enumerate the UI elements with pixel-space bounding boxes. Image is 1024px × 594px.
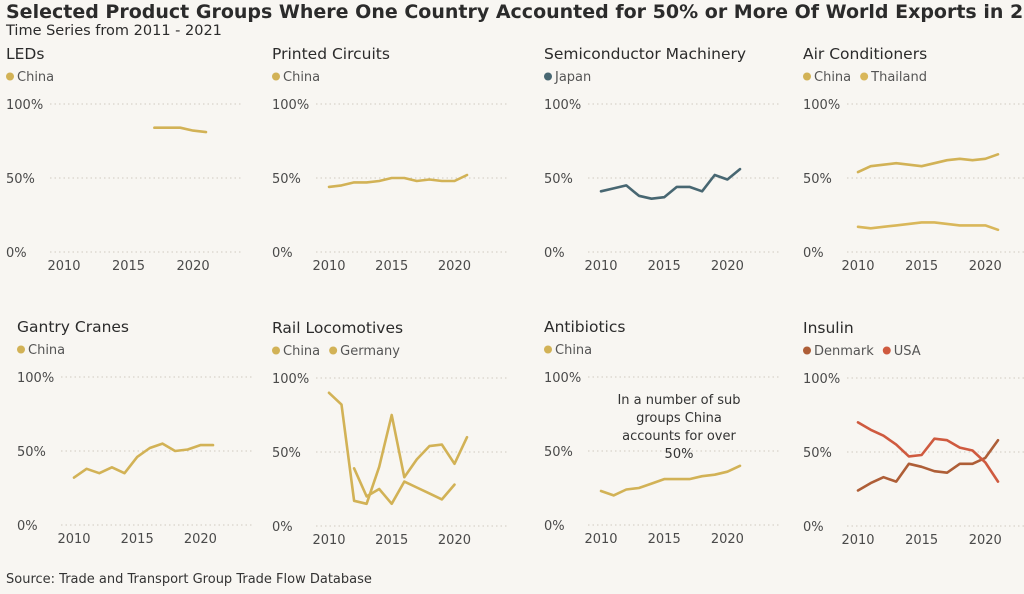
semiconductor-machinery-ytick-label: 0%: [544, 246, 565, 261]
semiconductor-machinery-ytick-label: 100%: [544, 98, 581, 113]
rail-locomotives-series-line-china: [327, 391, 469, 506]
antibiotics-annotation: accounts for over: [622, 429, 736, 444]
printed-circuits-ytick-label: 100%: [272, 98, 309, 113]
gantry-cranes-legend-swatch-china: [17, 345, 25, 354]
printed-circuits-xtick-label: 2020: [438, 259, 471, 274]
rail-locomotives-legend-label-germany: Germany: [340, 344, 400, 359]
air-conditioners-series-line-china: [856, 153, 1000, 174]
leds-ytick-label: 50%: [6, 172, 35, 187]
insulin-xtick-label: 2020: [969, 533, 1002, 548]
semiconductor-machinery-series-line-japan: [599, 167, 742, 200]
page-subtitle: Time Series from 2011 - 2021: [6, 23, 222, 39]
antibiotics-annotation: groups China: [636, 411, 722, 426]
leds-series-line-china: [153, 126, 208, 134]
printed-circuits-series-line-china: [327, 173, 469, 189]
insulin-title: Insulin: [803, 319, 854, 337]
semiconductor-machinery-title: Semiconductor Machinery: [544, 45, 746, 63]
insulin-series-line-usa: [856, 421, 1000, 483]
rail-locomotives-xtick-label: 2015: [375, 533, 408, 548]
rail-locomotives-ytick-label: 50%: [272, 446, 301, 461]
air-conditioners-legend-label-china: China: [814, 70, 851, 85]
insulin-legend-label-usa: USA: [894, 344, 921, 359]
printed-circuits-title: Printed Circuits: [272, 45, 390, 63]
air-conditioners-title: Air Conditioners: [803, 45, 927, 63]
insulin-ytick-label: 0%: [803, 520, 824, 535]
rail-locomotives-legend-swatch-china: [272, 346, 280, 355]
leds-xtick-label: 2015: [112, 259, 145, 274]
leds-ytick-label: 100%: [6, 98, 43, 113]
antibiotics-legend-swatch-china: [544, 345, 552, 354]
rail-locomotives-xtick-label: 2020: [438, 533, 471, 548]
printed-circuits-legend-label-china: China: [283, 70, 320, 85]
gantry-cranes-ytick-label: 50%: [17, 445, 46, 460]
gantry-cranes-ytick-label: 0%: [17, 519, 38, 534]
rail-locomotives-legend-label-china: China: [283, 344, 320, 359]
gantry-cranes-xtick-label: 2015: [121, 532, 154, 547]
air-conditioners-legend-swatch-thailand: [860, 72, 869, 81]
antibiotics-xtick-label: 2010: [584, 532, 617, 547]
semiconductor-machinery-xtick-label: 2010: [584, 259, 617, 274]
semiconductor-machinery-xtick-label: 2015: [648, 259, 681, 274]
antibiotics-ytick-label: 100%: [544, 371, 581, 386]
air-conditioners-xtick-label: 2010: [841, 259, 874, 274]
gantry-cranes-xtick-label: 2020: [184, 532, 217, 547]
insulin-legend-swatch-usa: [882, 346, 891, 355]
printed-circuits-legend-swatch-china: [272, 72, 280, 81]
antibiotics-ytick-label: 0%: [544, 519, 565, 534]
rail-locomotives-ytick-label: 100%: [272, 372, 309, 387]
leds-legend-swatch-china: [6, 72, 14, 81]
air-conditioners-series-line-thailand: [856, 221, 1000, 232]
insulin-series-line-denmark: [856, 438, 1000, 492]
leds-ytick-label: 0%: [6, 246, 27, 261]
page-title: Selected Product Groups Where One Countr…: [6, 1, 1024, 23]
antibiotics-series-line-china: [599, 464, 742, 497]
gantry-cranes-legend-label-china: China: [28, 343, 65, 358]
air-conditioners-ytick-label: 0%: [803, 246, 824, 261]
insulin-ytick-label: 50%: [803, 446, 832, 461]
leds-xtick-label: 2010: [47, 259, 80, 274]
air-conditioners-xtick-label: 2020: [969, 259, 1002, 274]
antibiotics-annotation: 50%: [665, 447, 694, 462]
antibiotics-xtick-label: 2020: [711, 532, 744, 547]
antibiotics-xtick-label: 2015: [648, 532, 681, 547]
antibiotics-ytick-label: 50%: [544, 445, 573, 460]
rail-locomotives-legend-swatch-germany: [329, 346, 338, 355]
gantry-cranes-ytick-label: 100%: [17, 371, 54, 386]
antibiotics-annotation: In a number of sub: [617, 393, 740, 408]
semiconductor-machinery-ytick-label: 50%: [544, 172, 573, 187]
air-conditioners-legend-label-thailand: Thailand: [870, 70, 927, 85]
insulin-xtick-label: 2010: [841, 533, 874, 548]
rail-locomotives-xtick-label: 2010: [312, 533, 345, 548]
printed-circuits-ytick-label: 50%: [272, 172, 301, 187]
gantry-cranes-title: Gantry Cranes: [17, 318, 129, 336]
semiconductor-machinery-xtick-label: 2020: [711, 259, 744, 274]
air-conditioners-ytick-label: 50%: [803, 172, 832, 187]
source-note: Source: Trade and Transport Group Trade …: [6, 572, 372, 587]
rail-locomotives-title: Rail Locomotives: [272, 319, 403, 337]
antibiotics-legend-label-china: China: [555, 343, 592, 358]
leds-legend-label-china: China: [17, 70, 54, 85]
air-conditioners-xtick-label: 2015: [905, 259, 938, 274]
leds-xtick-label: 2020: [177, 259, 210, 274]
leds-title: LEDs: [6, 45, 44, 63]
insulin-legend-label-denmark: Denmark: [814, 344, 874, 359]
semiconductor-machinery-legend-label-japan: Japan: [554, 70, 591, 85]
air-conditioners-ytick-label: 100%: [803, 98, 840, 113]
insulin-ytick-label: 100%: [803, 372, 840, 387]
semiconductor-machinery-legend-swatch-japan: [544, 72, 552, 81]
rail-locomotives-series-line-germany: [352, 466, 456, 506]
gantry-cranes-series-line-china: [72, 442, 215, 479]
rail-locomotives-ytick-label: 0%: [272, 520, 293, 535]
printed-circuits-xtick-label: 2010: [312, 259, 345, 274]
air-conditioners-legend-swatch-china: [803, 72, 811, 81]
gantry-cranes-xtick-label: 2010: [57, 532, 90, 547]
insulin-xtick-label: 2015: [905, 533, 938, 548]
antibiotics-title: Antibiotics: [544, 318, 625, 336]
printed-circuits-ytick-label: 0%: [272, 246, 293, 261]
insulin-legend-swatch-denmark: [803, 346, 811, 355]
printed-circuits-xtick-label: 2015: [375, 259, 408, 274]
